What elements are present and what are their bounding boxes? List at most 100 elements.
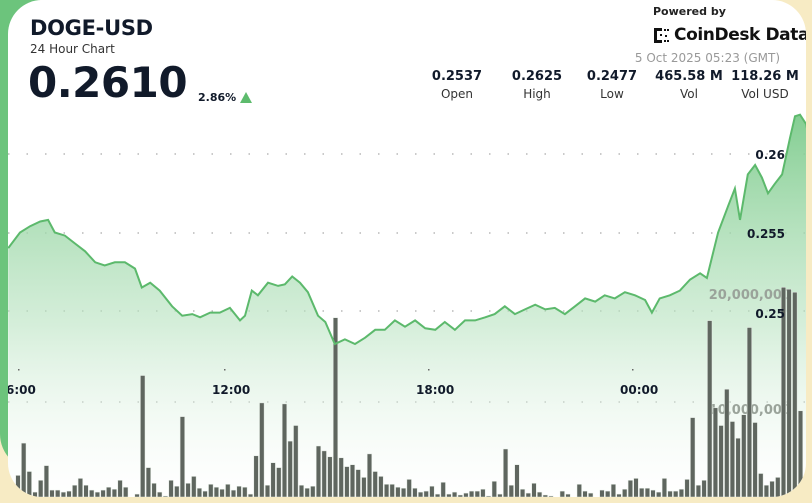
volume-bar <box>134 493 140 497</box>
volume-bar <box>344 466 350 497</box>
volume-bar <box>242 486 248 497</box>
volume-bar <box>644 487 650 497</box>
volume-bar <box>786 288 792 497</box>
volume-bar <box>775 477 781 497</box>
volume-bar <box>650 489 656 497</box>
symbol-title: DOGE-USD <box>30 16 153 40</box>
volume-bar <box>520 488 526 497</box>
time-tick-label: 12:00 <box>212 383 250 397</box>
price-line <box>8 113 806 346</box>
volume-bar <box>276 467 282 497</box>
volume-bar <box>100 489 106 497</box>
volume-bar <box>656 491 662 497</box>
volume-bar <box>605 490 611 497</box>
time-tick-mark <box>18 369 20 371</box>
volume-bar <box>196 487 202 497</box>
stat-label: High <box>523 87 551 101</box>
volume-bar <box>724 388 730 497</box>
time-tick-mark <box>428 369 430 371</box>
volume-bar <box>701 480 707 497</box>
volume-bar <box>55 489 61 497</box>
stat-value: 0.2537 <box>431 69 483 84</box>
volume-bar <box>457 494 463 497</box>
volume-bar <box>174 485 180 497</box>
volume-bar <box>32 491 38 497</box>
volume-bar <box>372 471 378 497</box>
stat-value: 0.2477 <box>586 69 638 84</box>
powered-by-label: Powered by <box>653 5 726 18</box>
volume-bar <box>588 492 594 497</box>
volume-bar <box>622 488 628 497</box>
volume-bar <box>469 490 475 497</box>
volume-bar <box>627 480 633 497</box>
coindesk-data-logo[interactable]: CoinDesk Data <box>653 25 806 45</box>
stat-open: 0.2537 Open <box>419 69 495 101</box>
volume-bar <box>440 482 446 497</box>
volume-bar <box>406 479 412 497</box>
time-tick-mark <box>632 369 634 371</box>
volume-bar <box>202 490 208 497</box>
volume-bar <box>463 492 469 497</box>
volume-bar <box>395 486 401 497</box>
volume-bar <box>151 483 157 497</box>
volume-bar <box>792 291 798 497</box>
volume-bar <box>503 448 509 497</box>
stat-value: 118.26 M <box>731 69 799 84</box>
volume-bar <box>259 402 265 497</box>
current-price: 0.2610 <box>28 58 188 107</box>
volume-bar <box>321 450 327 497</box>
volume-bar <box>401 487 407 497</box>
volume-bar <box>707 320 713 497</box>
stat-label: Vol <box>680 87 698 101</box>
volume-bar <box>225 484 231 497</box>
volume-bar <box>185 483 191 497</box>
volume-bar <box>718 425 724 497</box>
volume-bar <box>735 437 741 497</box>
volume-bar <box>599 489 605 497</box>
volume-bar <box>525 492 531 497</box>
volume-bar <box>435 493 441 497</box>
volume-bar <box>332 317 339 497</box>
volume-bar <box>293 425 299 497</box>
volume-bar <box>695 484 701 497</box>
volume-bar <box>531 483 537 497</box>
volume-bar <box>423 490 429 497</box>
volume-bar <box>661 478 667 497</box>
volume-bar <box>582 490 588 497</box>
volume-bar <box>123 486 129 497</box>
volume-bar <box>253 455 259 497</box>
volume-bar <box>43 465 49 497</box>
volume-bar <box>684 479 690 497</box>
volume-bar <box>77 478 83 497</box>
time-tick-label: 6:00 <box>8 383 36 397</box>
volume-bar <box>548 495 554 497</box>
volume-bar <box>157 491 163 497</box>
volume-bar <box>633 478 639 497</box>
volume-bar <box>497 493 503 497</box>
volume-bar <box>673 490 679 497</box>
chart-subtitle: 24 Hour Chart <box>30 42 115 56</box>
volume-bar <box>712 407 718 497</box>
volume-tick-label: 20,000,000 <box>709 288 791 303</box>
volume-bar <box>247 493 254 497</box>
volume-bar <box>219 488 225 497</box>
volume-bar <box>21 442 27 497</box>
volume-bar <box>514 464 520 497</box>
stat-low: 0.2477 Low <box>574 69 650 101</box>
volume-bar <box>389 484 395 497</box>
timestamp: 5 Oct 2025 05:23 (GMT) <box>634 51 780 65</box>
volume-bar <box>616 493 622 497</box>
volume-bar <box>270 462 276 497</box>
volume-bar <box>474 490 480 497</box>
volume-bar <box>559 490 565 497</box>
volume-bar <box>162 495 168 497</box>
price-change: 2.86% <box>198 91 237 104</box>
volume-bar <box>168 480 174 497</box>
volume-bar <box>429 485 435 497</box>
volume-bar <box>542 494 548 497</box>
volume-bar <box>304 487 310 497</box>
stat-vol: 465.58 M Vol <box>651 69 727 101</box>
volume-bar <box>452 491 458 497</box>
volume-bar <box>418 491 424 497</box>
volume-bar <box>769 481 775 497</box>
